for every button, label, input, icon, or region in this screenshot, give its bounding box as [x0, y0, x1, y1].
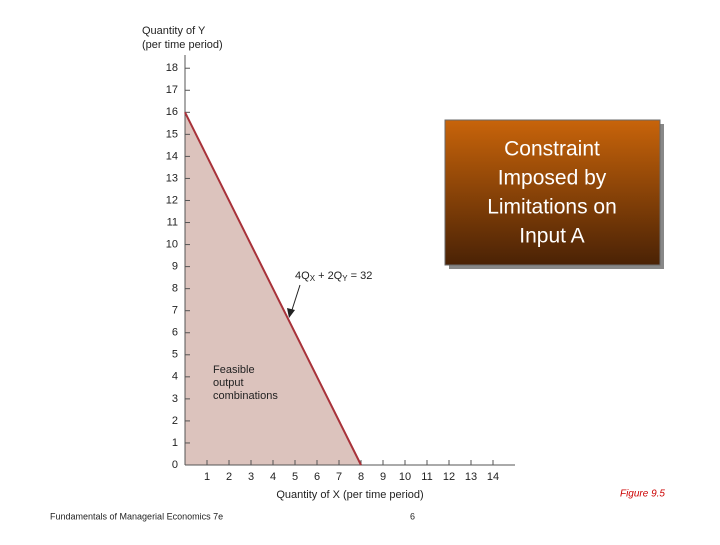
footer-book: Fundamentals of Managerial Economics 7e [50, 511, 223, 521]
x-tick-label: 11 [421, 471, 432, 483]
x-tick-label: 12 [443, 471, 455, 483]
region-label: output [213, 377, 244, 389]
y-tick-label: 4 [172, 371, 178, 383]
constraint-line [184, 111, 362, 466]
equation-part: X [310, 274, 316, 283]
callout-text: Limitations on [487, 196, 617, 219]
footer-page: 6 [410, 511, 415, 521]
equation-part: Y [342, 274, 348, 283]
x-tick-label: 6 [314, 471, 320, 483]
equation-label: 4QX + 2QY = 32 [295, 270, 372, 283]
x-tick-label: 14 [487, 471, 499, 483]
figure-label: Figure 9.5 [620, 489, 665, 500]
y-tick-label: 12 [166, 194, 178, 206]
x-tick-label: 13 [465, 471, 477, 483]
arrow-head [287, 308, 295, 318]
x-tick-label: 1 [204, 471, 210, 483]
equation-part: + 2Q [315, 270, 343, 282]
y-tick-label: 8 [172, 283, 178, 295]
y-tick-label: 5 [172, 349, 178, 361]
x-tick-label: 7 [336, 471, 342, 483]
region-label: Feasible [213, 364, 255, 376]
x-tick-label: 4 [270, 471, 276, 483]
y-tick-label: 9 [172, 261, 178, 273]
x-tick-label: 5 [292, 471, 298, 483]
callout-text: Constraint [504, 138, 600, 161]
x-tick-label: 9 [380, 471, 386, 483]
x-axis-title: Quantity of X (per time period) [276, 489, 423, 501]
callout-box [444, 119, 661, 266]
equation-part: 4Q [295, 270, 310, 282]
x-tick-label: 3 [248, 471, 254, 483]
y-tick-label: 3 [172, 393, 178, 405]
x-tick-label: 10 [399, 471, 411, 483]
region-label: combinations [213, 390, 278, 402]
y-tick-label: 0 [172, 459, 178, 471]
y-tick-label: 11 [167, 216, 178, 228]
x-tick-label: 8 [358, 471, 364, 483]
y-axis-title: (per time period) [142, 39, 223, 51]
y-tick-label: 10 [166, 238, 178, 250]
y-axis-title: Quantity of Y [142, 25, 206, 37]
callout-text: Input A [519, 225, 584, 248]
callout-text: Imposed by [498, 167, 607, 190]
y-tick-label: 17 [166, 84, 178, 96]
y-tick-label: 1 [172, 437, 178, 449]
y-tick-label: 18 [166, 62, 178, 74]
y-tick-label: 13 [166, 172, 178, 184]
y-tick-label: 14 [166, 150, 178, 162]
arrow-line [290, 284, 301, 314]
y-tick-label: 16 [166, 106, 178, 118]
equation-part: = 32 [348, 270, 373, 282]
y-tick-label: 2 [172, 415, 178, 427]
y-tick-label: 6 [172, 327, 178, 339]
x-tick-label: 2 [226, 471, 232, 483]
y-tick-label: 15 [166, 128, 178, 140]
y-tick-label: 7 [172, 305, 178, 317]
